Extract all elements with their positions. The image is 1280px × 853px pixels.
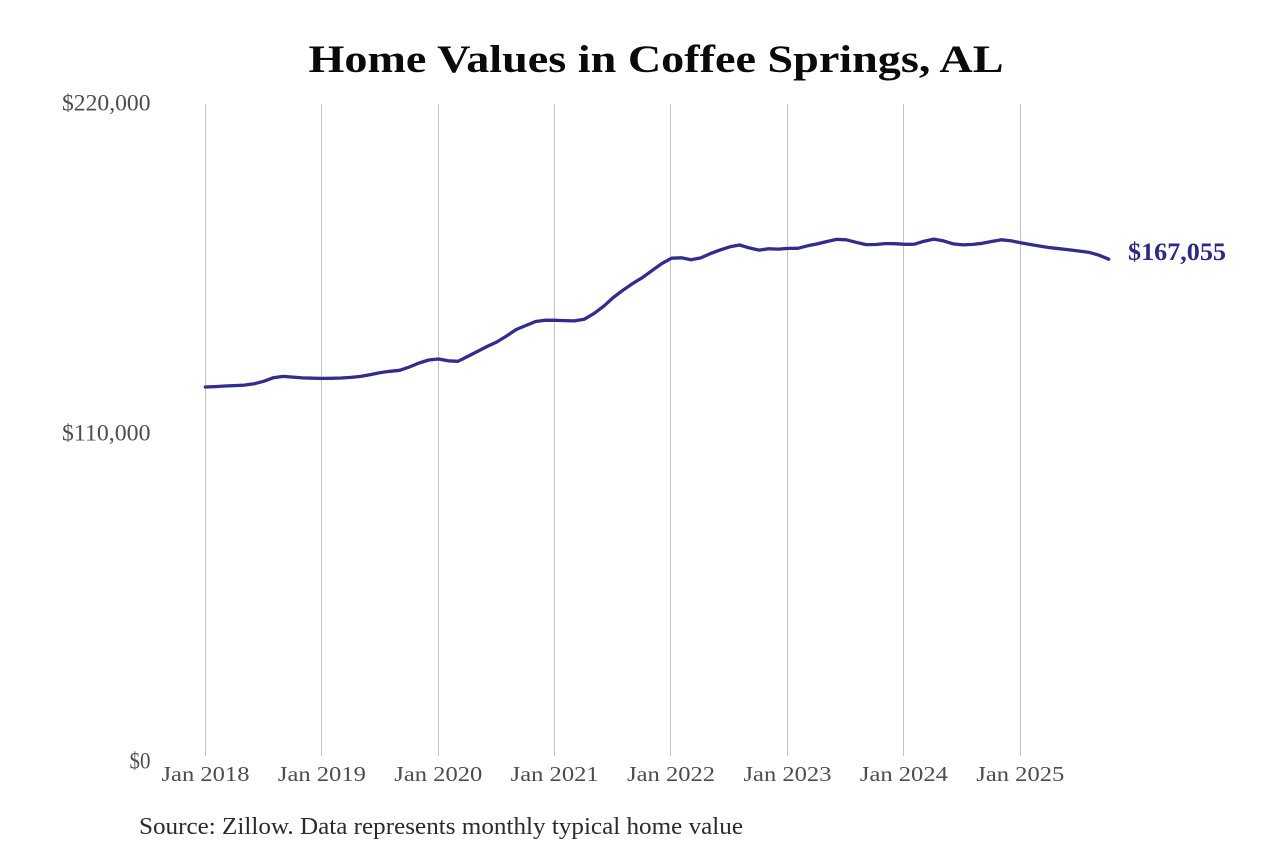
- svg-text:Jan 2019: Jan 2019: [278, 762, 366, 786]
- svg-text:Source: Zillow. Data represent: Source: Zillow. Data represents monthly …: [139, 814, 743, 840]
- svg-text:Jan 2024: Jan 2024: [860, 762, 948, 786]
- svg-text:Jan 2018: Jan 2018: [162, 762, 250, 786]
- svg-text:Jan 2025: Jan 2025: [976, 762, 1064, 786]
- svg-text:Jan 2023: Jan 2023: [744, 762, 832, 786]
- svg-text:Home Values in Coffee Springs,: Home Values in Coffee Springs, AL: [309, 38, 1004, 81]
- svg-text:Jan 2020: Jan 2020: [394, 762, 482, 786]
- svg-text:$110,000: $110,000: [62, 421, 151, 446]
- svg-text:$220,000: $220,000: [62, 91, 151, 116]
- svg-text:$0: $0: [130, 749, 151, 774]
- svg-text:Jan 2022: Jan 2022: [627, 762, 715, 786]
- svg-text:Jan 2021: Jan 2021: [511, 762, 599, 786]
- svg-text:$167,055: $167,055: [1128, 239, 1226, 266]
